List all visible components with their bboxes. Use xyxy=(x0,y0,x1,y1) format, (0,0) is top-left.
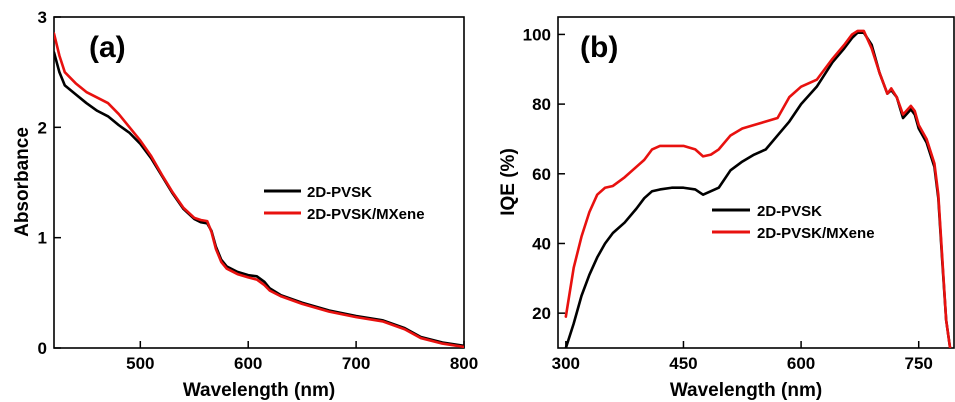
x-axis-title: Wavelength (nm) xyxy=(670,380,822,401)
series-layer xyxy=(564,29,952,348)
y-tick-label: 80 xyxy=(532,95,551,114)
panel-label: (a) xyxy=(89,31,126,64)
x-tick-label: 800 xyxy=(450,354,478,373)
x-tick-label: 300 xyxy=(552,354,580,373)
y-axis-title: Absorbance xyxy=(12,127,33,237)
axis-ticks: 500 600 700 800 0 1 2 3 xyxy=(38,8,479,373)
x-tick-label: 700 xyxy=(342,354,370,373)
legend: 2D-PVSK 2D-PVSK/MXene xyxy=(264,184,425,223)
legend-label-2d-pvsk-mxene: 2D-PVSK/MXene xyxy=(757,225,875,242)
axis-ticks: 300 450 600 750 20 40 60 80 100 xyxy=(523,25,933,373)
y-tick-label: 2 xyxy=(38,118,47,137)
panel-label: (b) xyxy=(580,31,618,64)
panel-b-iqe-chart: 300 450 600 750 20 40 60 80 100 (b) Wavelength (… xyxy=(498,16,955,401)
legend-label-2d-pvsk-mxene: 2D-PVSK/MXene xyxy=(307,206,425,223)
series-line-2d-pvsk-mxene xyxy=(564,29,952,348)
x-axis-title: Wavelength (nm) xyxy=(183,380,335,401)
series-layer xyxy=(54,32,464,348)
legend: 2D-PVSK 2D-PVSK/MXene xyxy=(712,203,875,242)
x-tick-label: 600 xyxy=(787,354,815,373)
x-tick-label: 600 xyxy=(234,354,262,373)
y-tick-label: 0 xyxy=(38,339,47,358)
y-tick-label: 100 xyxy=(523,25,551,44)
y-axis-title: IQE (%) xyxy=(498,148,519,216)
y-tick-label: 20 xyxy=(532,304,551,323)
plot-frame xyxy=(557,16,955,349)
plot-frame xyxy=(53,16,465,349)
x-tick-label: 500 xyxy=(126,354,154,373)
x-tick-label: 450 xyxy=(669,354,697,373)
y-tick-label: 1 xyxy=(38,229,47,248)
series-line-2d-pvsk xyxy=(54,51,464,348)
x-tick-label: 750 xyxy=(905,354,933,373)
legend-label-2d-pvsk: 2D-PVSK xyxy=(757,203,822,220)
series-line-2d-pvsk xyxy=(564,31,952,348)
series-line-2d-pvsk-mxene xyxy=(54,32,464,348)
legend-label-2d-pvsk: 2D-PVSK xyxy=(307,184,372,201)
y-tick-label: 40 xyxy=(532,234,551,253)
y-tick-label: 60 xyxy=(532,165,551,184)
panel-a-absorbance-chart: 500 600 700 800 0 1 2 3 (a) Wavelength (nm) Abs… xyxy=(12,8,478,401)
y-tick-label: 3 xyxy=(38,8,47,27)
